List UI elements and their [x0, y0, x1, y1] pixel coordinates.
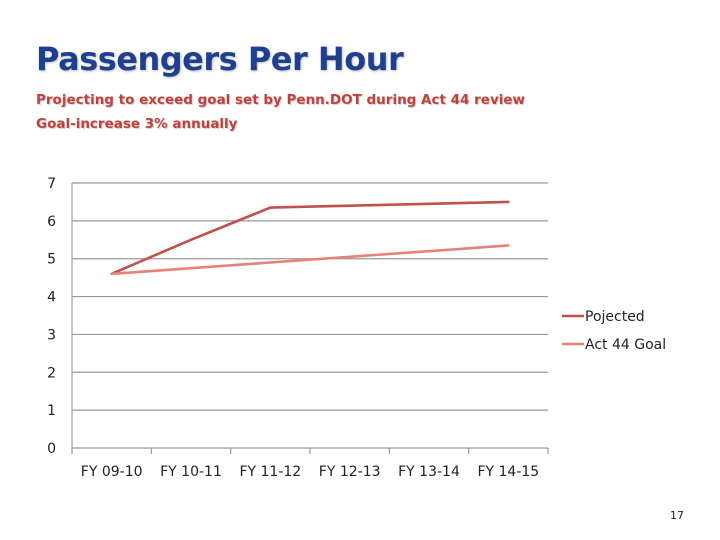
legend-label: Act 44 Goal: [585, 337, 666, 353]
series-line-projected: [110, 200, 510, 276]
x-tick-label: FY 13-14: [398, 464, 460, 480]
x-tick-label: FY 14-15: [477, 464, 539, 480]
y-tick-label: 2: [47, 365, 56, 381]
x-tick-label: FY 12-13: [319, 464, 381, 480]
x-tick-label: FY 09-10: [81, 464, 143, 480]
y-tick-label: 1: [47, 403, 56, 419]
legend-label: Pojected: [585, 309, 645, 325]
y-tick-label: 7: [47, 176, 56, 192]
slide-title: Passengers Per Hour: [36, 40, 404, 78]
x-tick-label: FY 11-12: [239, 464, 301, 480]
y-tick-label: 3: [47, 327, 56, 343]
x-tick-label: FY 10-11: [160, 464, 222, 480]
y-tick-label: 5: [47, 252, 56, 268]
page-number: 17: [670, 509, 684, 522]
y-tick-label: 4: [47, 290, 56, 306]
subtitle-line-1: Projecting to exceed goal set by Penn.DO…: [36, 92, 526, 108]
subtitle-line-2: Goal-increase 3% annually: [36, 116, 238, 132]
series-line-act-44-goal: [110, 244, 510, 276]
y-tick-label: 0: [47, 441, 56, 457]
y-tick-label: 6: [47, 214, 56, 230]
